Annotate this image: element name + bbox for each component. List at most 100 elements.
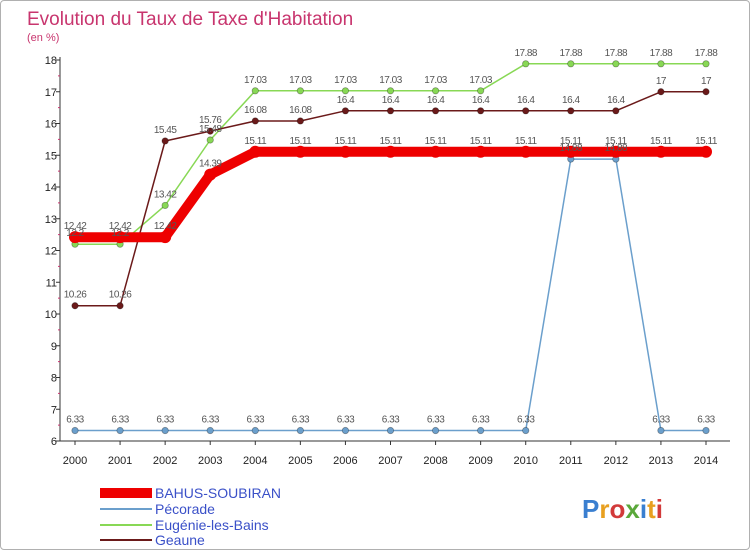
data-label-geaune: 16.4 — [607, 95, 625, 106]
data-point-pecorade — [657, 426, 665, 435]
x-tick-label: 2002 — [153, 455, 177, 467]
data-point-eugenie-les-bains — [567, 60, 575, 68]
legend-label-pecorade: Pécorade — [155, 501, 215, 517]
data-point-bahus-soubiran — [204, 168, 217, 181]
data-label-geaune: 17 — [701, 76, 712, 87]
x-tick-label: 2013 — [649, 455, 673, 467]
data-point-geaune — [612, 107, 620, 115]
proxiti-logo: Proxiti — [582, 494, 663, 524]
data-label-eugenie-les-bains: 17.88 — [514, 48, 537, 59]
data-point-pecorade — [522, 426, 530, 435]
logo-letter: r — [599, 494, 609, 524]
data-point-eugenie-les-bains — [522, 60, 530, 68]
data-label-geaune: 16.4 — [562, 95, 580, 106]
y-tick-label: 14 — [45, 182, 57, 194]
data-label-pecorade: 6.33 — [337, 415, 355, 426]
data-label-geaune: 16.4 — [427, 95, 445, 106]
data-label-bahus-soubiran: 15.11 — [470, 136, 493, 147]
data-label-pecorade: 14.88 — [605, 143, 628, 154]
data-label-eugenie-les-bains: 17.88 — [560, 48, 583, 59]
data-label-geaune: 10.26 — [64, 290, 87, 301]
data-point-pecorade — [161, 426, 169, 435]
data-label-geaune: 16.4 — [517, 95, 535, 106]
y-tick-label: 18 — [45, 55, 57, 67]
data-label-geaune: 16.08 — [244, 105, 267, 116]
data-point-pecorade — [206, 426, 214, 435]
data-point-eugenie-les-bains — [296, 87, 304, 95]
data-point-bahus-soubiran — [564, 145, 577, 158]
chart-title: Evolution du Taux de Taxe d'Habitation — [27, 9, 353, 30]
data-point-bahus-soubiran — [609, 145, 622, 158]
logo-text: Proxiti — [582, 494, 663, 524]
x-tick-label: 2004 — [243, 455, 267, 467]
data-label-pecorade: 6.33 — [292, 415, 310, 426]
data-point-eugenie-les-bains — [161, 201, 169, 210]
data-label-bahus-soubiran: 12.42 — [154, 221, 177, 232]
data-label-eugenie-les-bains: 12.2 — [111, 228, 129, 239]
series-points — [69, 60, 712, 435]
data-point-bahus-soubiran — [700, 145, 712, 158]
data-point-bahus-soubiran — [339, 145, 352, 158]
x-tick-label: 2001 — [108, 455, 132, 467]
data-label-pecorade: 6.33 — [427, 415, 445, 426]
logo-letter: t — [647, 494, 656, 524]
legend-label-eugenie-les-bains: Eugénie-les-Bains — [155, 517, 269, 533]
logo-letter: i — [656, 494, 663, 524]
data-label-pecorade: 6.33 — [472, 415, 490, 426]
data-label-geaune: 16.4 — [472, 95, 490, 106]
x-tick-label: 2014 — [694, 455, 718, 467]
legend: BAHUS-SOUBIRAN Pécorade Eugénie-les-Bain… — [100, 485, 281, 548]
y-tick-label: 9 — [51, 341, 57, 353]
data-point-bahus-soubiran — [474, 145, 487, 158]
data-label-pecorade: 6.33 — [517, 415, 535, 426]
data-label-bahus-soubiran: 12.42 — [64, 221, 87, 232]
data-label-geaune: 15.76 — [199, 115, 222, 126]
data-point-bahus-soubiran — [519, 145, 532, 158]
data-label-bahus-soubiran: 15.11 — [515, 136, 538, 147]
x-tick-label: 2010 — [513, 455, 537, 467]
data-point-eugenie-les-bains — [206, 136, 214, 144]
data-point-bahus-soubiran — [69, 231, 81, 244]
data-point-geaune — [251, 117, 259, 125]
data-label-pecorade: 6.33 — [111, 415, 129, 426]
data-point-bahus-soubiran — [429, 145, 442, 158]
data-point-geaune — [477, 107, 485, 115]
x-tick-label: 2007 — [378, 455, 402, 467]
data-point-geaune — [116, 302, 124, 310]
x-tick-label: 2005 — [288, 455, 312, 467]
data-labels: 12.42 12.42 12.42 14.39 15.11 15.11 15.11 15.11… — [64, 48, 719, 426]
logo-letter: i — [640, 494, 647, 524]
logo-letter: P — [582, 494, 599, 524]
data-point-eugenie-les-bains — [251, 87, 259, 95]
logo-letter: o — [609, 494, 625, 524]
data-point-geaune — [206, 127, 214, 135]
data-label-bahus-soubiran: 12.42 — [109, 221, 132, 232]
data-label-pecorade: 6.33 — [382, 415, 400, 426]
data-label-pecorade: 6.33 — [201, 415, 219, 426]
y-tick-label: 7 — [51, 404, 57, 416]
data-label-bahus-soubiran: 15.11 — [605, 136, 628, 147]
data-label-bahus-soubiran: 15.11 — [244, 136, 267, 147]
data-label-geaune: 15.45 — [154, 125, 177, 136]
y-tick-label: 16 — [45, 119, 57, 131]
data-point-geaune — [657, 88, 665, 96]
data-point-geaune — [161, 137, 169, 145]
data-label-geaune: 16.08 — [289, 105, 312, 116]
legend-label-geaune: Geaune — [155, 532, 205, 548]
data-label-eugenie-les-bains: 17.88 — [605, 48, 628, 59]
data-point-geaune — [567, 107, 575, 115]
y-tick-label: 17 — [45, 87, 57, 99]
x-tick-label: 2008 — [423, 455, 447, 467]
data-point-bahus-soubiran — [159, 231, 172, 244]
y-tick-label: 13 — [45, 214, 57, 226]
legend-label-bahus-soubiran: BAHUS-SOUBIRAN — [155, 485, 281, 501]
data-label-bahus-soubiran: 15.11 — [695, 136, 718, 147]
data-label-bahus-soubiran: 15.11 — [335, 136, 358, 147]
data-label-geaune: 10.26 — [109, 290, 132, 301]
data-label-pecorade: 14.88 — [560, 143, 583, 154]
data-label-geaune: 17 — [656, 76, 667, 87]
data-point-pecorade — [477, 426, 485, 435]
data-label-eugenie-les-bains: 15.48 — [199, 124, 222, 135]
data-point-geaune — [341, 107, 350, 115]
data-point-geaune — [702, 88, 710, 96]
